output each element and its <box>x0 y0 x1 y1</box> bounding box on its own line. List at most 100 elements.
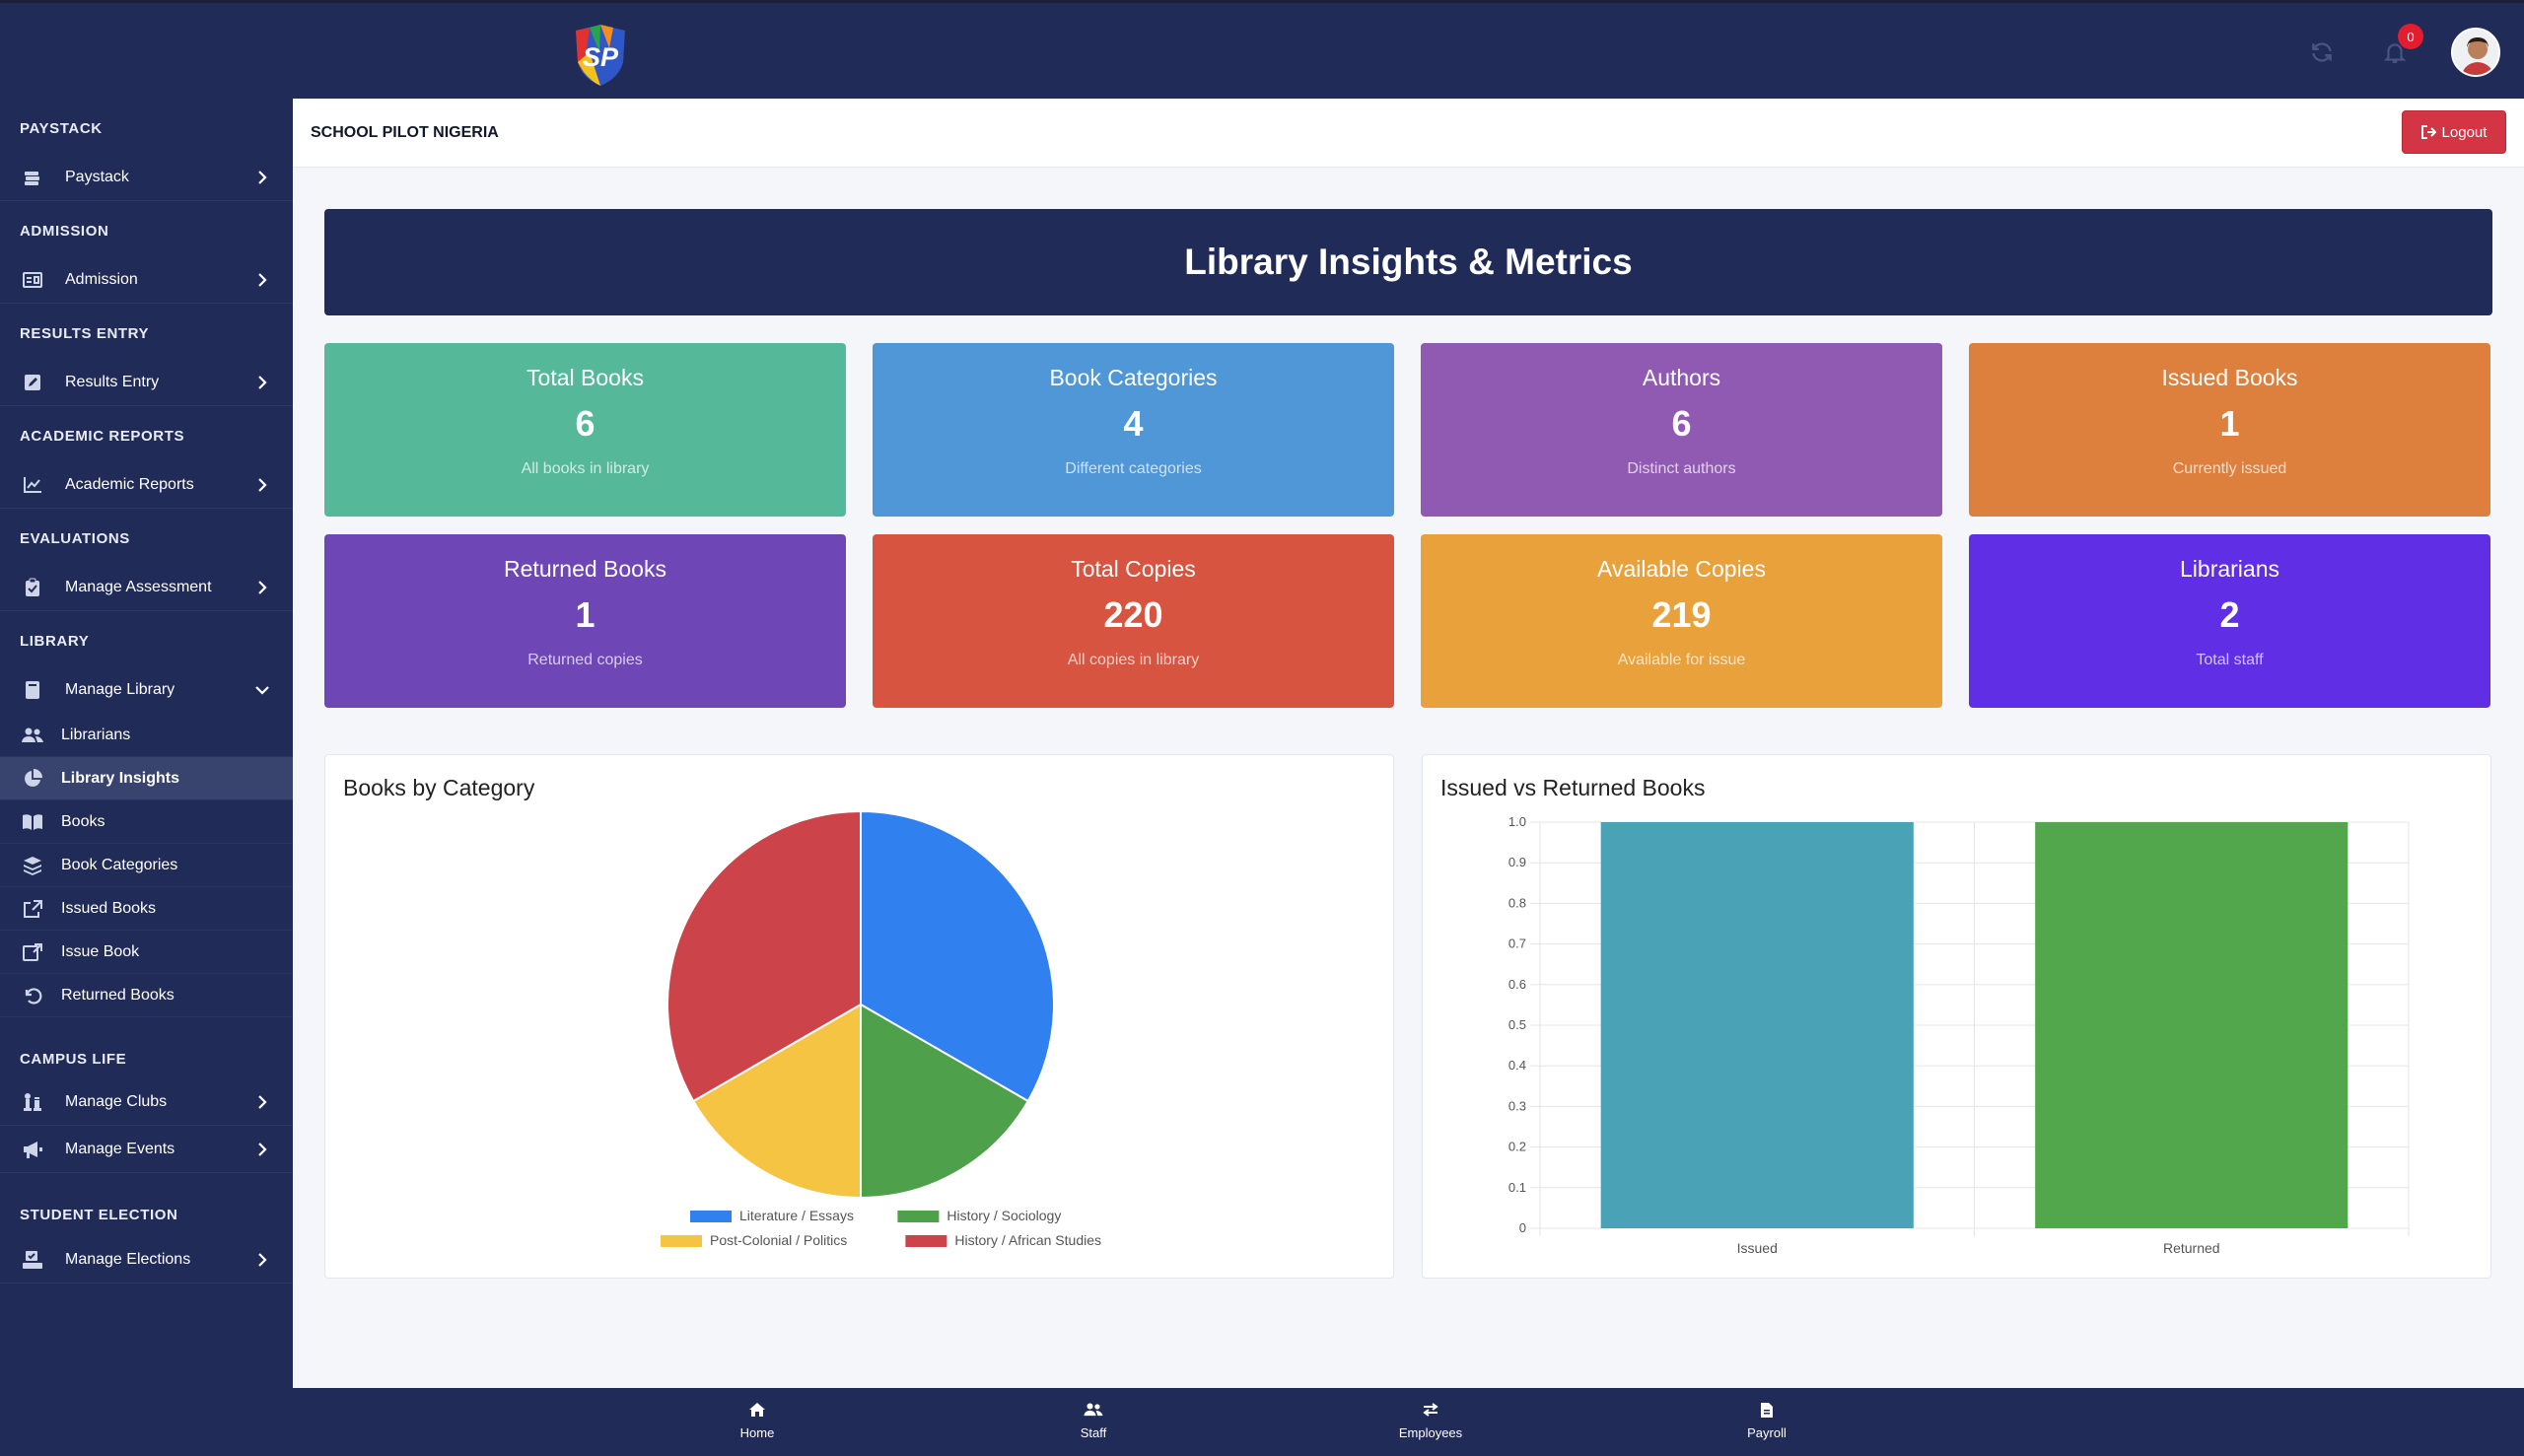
pie-slice[interactable] <box>666 809 862 1103</box>
sidebar-item-librarians[interactable]: Librarians <box>0 714 293 757</box>
pie-slice[interactable] <box>860 1003 1030 1200</box>
edit-icon <box>22 372 43 393</box>
chevron-right-icon <box>258 1142 267 1156</box>
bottom-nav-home[interactable]: Home <box>698 1398 816 1440</box>
pie-chart-icon <box>22 768 43 790</box>
sidebar-item-label: Paystack <box>65 168 129 185</box>
chart-title: Issued vs Returned Books <box>1440 775 1706 800</box>
card-issued-books: Issued Books 1 Currently issued <box>1969 343 2490 517</box>
card-returned-books: Returned Books 1 Returned copies <box>324 534 846 708</box>
sidebar-item-manage-assessment[interactable]: Manage Assessment <box>0 564 293 611</box>
logout-label: Logout <box>2441 123 2488 141</box>
y-tick-label: 0.9 <box>1508 855 1526 869</box>
chevron-right-icon <box>258 272 267 287</box>
y-tick-label: 0.3 <box>1508 1098 1526 1113</box>
y-tick-label: 0.8 <box>1508 895 1526 910</box>
bar[interactable] <box>2035 822 2349 1228</box>
card-title: Total Books <box>526 365 644 390</box>
card-value: 6 <box>575 403 596 444</box>
sidebar-section-title: EVALUATIONS <box>20 530 130 547</box>
undo-icon <box>22 985 43 1006</box>
user-avatar[interactable] <box>2451 28 2500 77</box>
bar[interactable] <box>1600 822 1914 1228</box>
card-total-copies: Total Copies 220 All copies in library <box>873 534 1394 708</box>
card-value: 2 <box>2219 594 2240 635</box>
swap-icon <box>1423 1403 1438 1417</box>
x-tick-label: Returned <box>2163 1240 2220 1256</box>
card-title: Authors <box>1642 365 1721 390</box>
bottom-nav-payroll[interactable]: Payroll <box>1708 1398 1826 1440</box>
metric-cards: Total Books 6 All books in library Book … <box>324 343 2492 708</box>
sidebar-item-admission[interactable]: Admission <box>0 256 293 304</box>
logout-button[interactable]: Logout <box>2402 110 2506 154</box>
card-subtitle: Available for issue <box>1617 652 1746 668</box>
sidebar-item-manage-elections[interactable]: Manage Elections <box>0 1236 293 1283</box>
bottom-nav-employees[interactable]: Employees <box>1371 1398 1490 1440</box>
layers-icon <box>22 855 43 876</box>
sidebar-item-results-entry[interactable]: Results Entry <box>0 359 293 406</box>
bottom-nav-staff[interactable]: Staff <box>1034 1398 1153 1440</box>
sidebar-section-title: STUDENT ELECTION <box>20 1207 178 1223</box>
chevron-right-icon <box>258 1094 267 1109</box>
chevron-right-icon <box>258 375 267 389</box>
sidebar-item-manage-events[interactable]: Manage Events <box>0 1126 293 1173</box>
school-pilot-logo[interactable]: SP <box>570 23 631 88</box>
card-book-categories: Book Categories 4 Different categories <box>873 343 1394 517</box>
sidebar-section-title: ADMISSION <box>20 223 109 240</box>
card-title: Librarians <box>2180 556 2279 582</box>
sidebar-item-label: Academic Reports <box>65 475 194 493</box>
top-bar: SP 0 <box>0 0 2524 99</box>
y-tick-label: 0.5 <box>1508 1017 1526 1032</box>
sign-out-icon <box>2420 125 2436 139</box>
sidebar-item-paystack[interactable]: Paystack <box>0 154 293 201</box>
issued-vs-returned-chart: 0 0.1 0.2 0.3 0.4 0.5 0.6 0.7 0.8 0.9 1.0 Issued Ret… <box>1508 814 2410 1256</box>
legend-label: History / Sociology <box>946 1208 1061 1223</box>
sidebar-item-manage-library[interactable]: Manage Library <box>0 666 293 714</box>
books-by-category-panel: Literature / Essays History / Sociology Po… <box>324 754 1394 1279</box>
pie-slice[interactable] <box>860 809 1055 1103</box>
x-tick-label: Issued <box>1737 1240 1778 1256</box>
bottom-nav: Home Staff Employees Payroll <box>0 1388 2524 1456</box>
card-total-books: Total Books 6 All books in library <box>324 343 846 517</box>
chart-title: Books by Category <box>343 775 535 800</box>
card-title: Available Copies <box>1597 556 1766 582</box>
sidebar-section-title: ACADEMIC REPORTS <box>20 428 185 445</box>
notification-bell-icon[interactable]: 0 <box>2378 24 2423 69</box>
sidebar-item-manage-clubs[interactable]: Manage Clubs <box>0 1078 293 1126</box>
legend-label: History / African Studies <box>954 1232 1101 1248</box>
chevron-right-icon <box>258 1252 267 1267</box>
card-title: Issued Books <box>2161 365 2298 390</box>
pie-slice[interactable] <box>691 1003 862 1200</box>
chevron-right-icon <box>258 477 267 492</box>
sidebar-item-book-categories[interactable]: Book Categories <box>0 844 293 887</box>
open-book-icon <box>22 811 43 833</box>
sidebar-item-issued-books[interactable]: Issued Books <box>0 887 293 931</box>
sidebar-item-academic-reports[interactable]: Academic Reports <box>0 461 293 509</box>
users-icon <box>1084 1403 1103 1417</box>
sidebar-item-label: Manage Elections <box>65 1250 191 1268</box>
school-name: SCHOOL PILOT NIGERIA <box>311 124 499 141</box>
chevron-right-icon <box>258 580 267 594</box>
bottom-nav-label: Employees <box>1398 1425 1463 1440</box>
card-authors: Authors 6 Distinct authors <box>1421 343 1942 517</box>
card-title: Returned Books <box>504 556 666 582</box>
card-available-copies: Available Copies 219 Available for issue <box>1421 534 1942 708</box>
sidebar-sub-label: Issue Book <box>61 942 140 960</box>
card-value: 1 <box>2219 403 2240 444</box>
card-librarians: Librarians 2 Total staff <box>1969 534 2490 708</box>
bottom-nav-label: Payroll <box>1747 1425 1787 1440</box>
card-value: 219 <box>1651 594 1712 635</box>
sidebar-item-books[interactable]: Books <box>0 800 293 844</box>
refresh-icon[interactable] <box>2305 35 2339 69</box>
sidebar-item-library-insights[interactable]: Library Insights <box>0 757 293 800</box>
external-link-icon <box>22 941 43 963</box>
books-by-category-chart: Literature / Essays History / Sociology Po… <box>661 809 1101 1248</box>
card-subtitle: Currently issued <box>2172 460 2287 477</box>
y-tick-label: 0 <box>1519 1220 1526 1235</box>
sidebar-item-issue-book[interactable]: Issue Book <box>0 931 293 974</box>
bottom-nav-label: Staff <box>1080 1425 1107 1440</box>
sidebar-item-returned-books[interactable]: Returned Books <box>0 974 293 1017</box>
sidebar-sub-label: Issued Books <box>61 899 157 917</box>
sidebar-item-label: Results Entry <box>65 373 160 390</box>
y-tick-label: 1.0 <box>1508 814 1526 829</box>
